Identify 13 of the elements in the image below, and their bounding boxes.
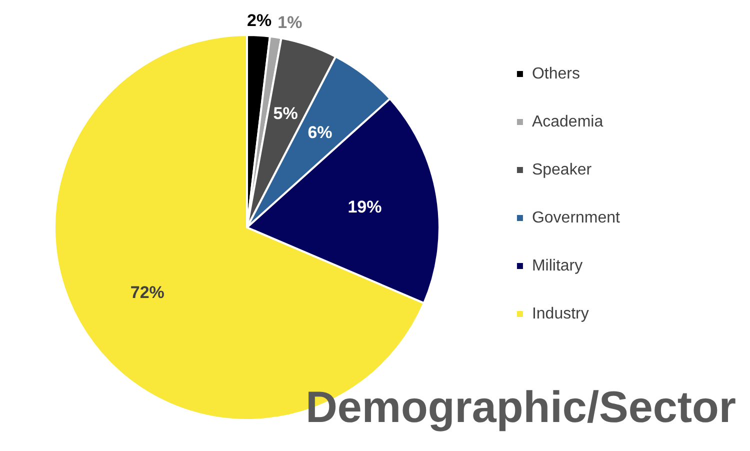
legend-label: Military (532, 257, 583, 274)
text: Demographic/Sector (306, 383, 736, 433)
legend-label: Industry (532, 305, 589, 322)
legend-label: Speaker (532, 161, 592, 178)
legend-label: Government (532, 209, 621, 226)
data-label: 72% (130, 282, 164, 302)
legend-label: Others (532, 65, 580, 82)
data-label: 19% (348, 198, 382, 217)
data-label: 2% (247, 11, 272, 30)
data-label: 6% (308, 122, 332, 142)
data-label: 1% (278, 12, 302, 32)
legend-label: Academia (532, 113, 604, 130)
data-label: 5% (273, 104, 298, 124)
